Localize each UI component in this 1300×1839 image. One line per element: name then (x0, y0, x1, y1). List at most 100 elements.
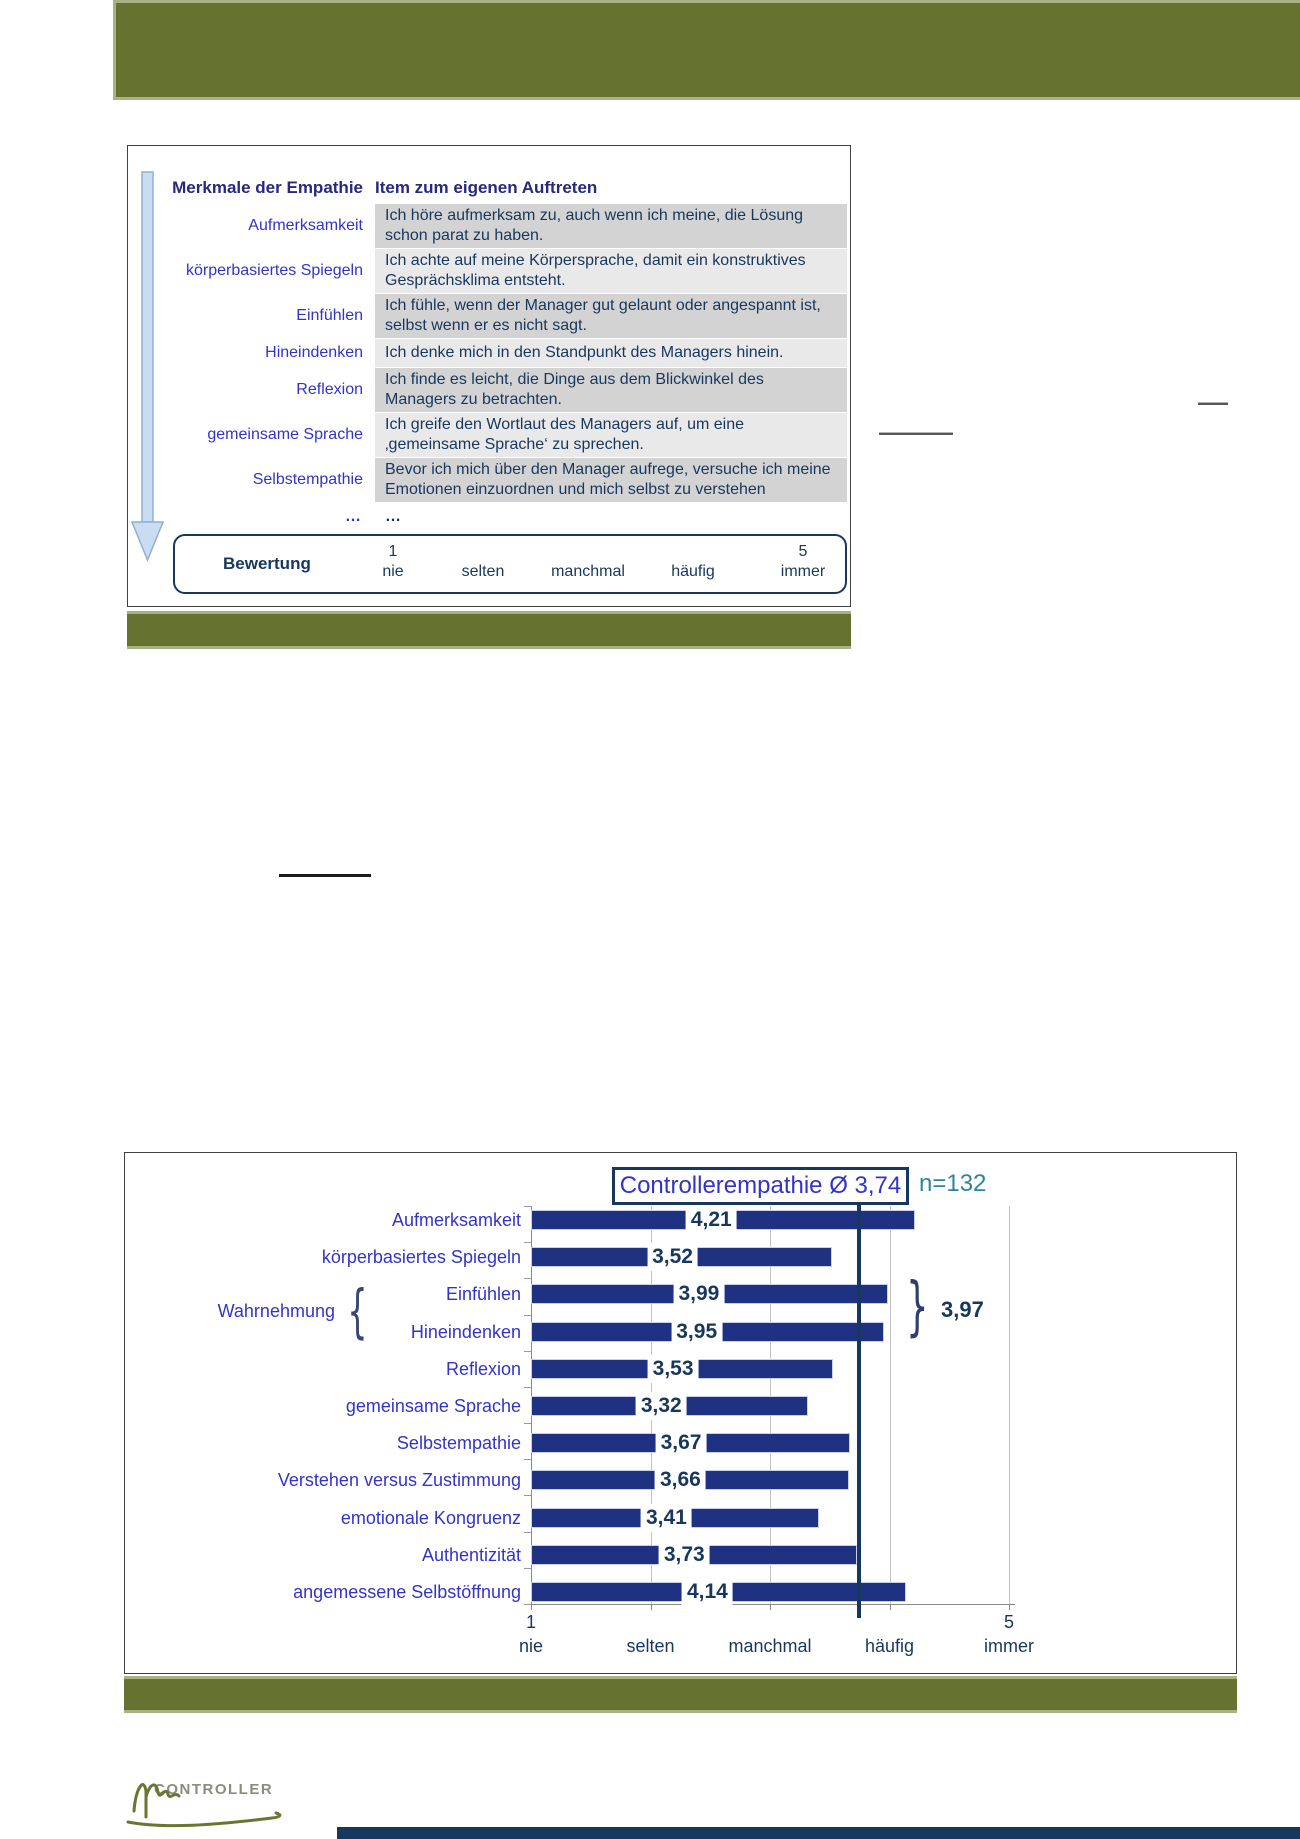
bar-value-label: 3,99 (673, 1280, 725, 1309)
magazin-script-flourish (126, 1783, 282, 1828)
row-label: gemeinsame Sprache (207, 426, 363, 443)
down-arrow-icon (130, 171, 165, 562)
right-brace-icon: } (906, 1270, 929, 1344)
category-label: Selbstempathie (396, 1433, 521, 1454)
separator-rule (279, 874, 371, 877)
separator-rule (1198, 402, 1228, 405)
ellipsis-left: … (345, 508, 363, 525)
scale-tick-word: häufig (671, 563, 715, 580)
y-tick-mark (524, 1495, 531, 1497)
controller-magazin-logo: CONTROLLER (120, 1765, 305, 1839)
scale-tick-number (428, 542, 538, 562)
ellipsis-row: …… (141, 503, 847, 531)
scale-tick-number (638, 542, 748, 562)
bar-value-label: 3,66 (654, 1466, 706, 1495)
group-mean-value: 3,97 (941, 1297, 984, 1322)
x-tick-mark (1009, 1604, 1010, 1610)
x-axis-label: selten (586, 1610, 716, 1658)
figure1-bottom-strip (127, 611, 851, 649)
bar-value-label: 3,52 (647, 1243, 698, 1272)
row-label: Aufmerksamkeit (248, 217, 363, 234)
row-item: Bevor ich mich über den Manager aufrege,… (375, 458, 847, 502)
col-header-item: Item zum eigenen Auftreten (375, 178, 598, 197)
mean-line (857, 1203, 861, 1618)
scale-tick-number (533, 542, 643, 562)
bar-value-label: 3,32 (635, 1392, 687, 1420)
bar-value-label: 4,21 (685, 1206, 737, 1234)
y-tick-mark (524, 1278, 531, 1280)
x-axis-label-word: häufig (864, 1636, 915, 1656)
bar-value-label: 3,73 (658, 1540, 710, 1569)
x-tick-mark (650, 1604, 652, 1610)
row-item: Ich höre aufmerksam zu, auch wenn ich me… (375, 204, 847, 248)
x-tick-mark (889, 1604, 891, 1610)
x-axis-label-word: immer (984, 1636, 1034, 1656)
row-label: Einfühlen (296, 307, 363, 324)
col-header-merkmale: Merkmale der Empathie (172, 178, 363, 197)
figure1-questionnaire: Merkmale der Empathie Item zum eigenen A… (127, 145, 851, 607)
x-axis-label: häufig (825, 1610, 955, 1658)
category-label: körperbasiertes Spiegeln (321, 1247, 521, 1268)
category-label: angemessene Selbstöffnung (293, 1582, 521, 1602)
scale-tick: manchmal (533, 542, 643, 582)
category-label: Authentizität (421, 1544, 521, 1565)
row-label: Hineindenken (265, 344, 363, 361)
y-tick-mark (524, 1531, 531, 1533)
category-label: Aufmerksamkeit (391, 1210, 521, 1230)
ellipsis-right: … (385, 508, 403, 525)
y-tick-mark (524, 1314, 531, 1316)
row-item: Ich achte auf meine Körpersprache, damit… (375, 249, 847, 293)
category-label: Hineindenken (410, 1321, 521, 1342)
row-item: Ich finde es leicht, die Dinge aus dem B… (375, 368, 847, 412)
scale-tick: selten (428, 542, 538, 582)
logo-text: CONTROLLER (154, 1781, 274, 1798)
x-axis-label-number: 1 (525, 1612, 536, 1632)
x-axis-label: 1 nie (466, 1610, 596, 1658)
row-item: Ich fühle, wenn der Manager gut gelaunt … (375, 294, 847, 338)
y-tick-mark (524, 1567, 531, 1569)
scale-tick: 1 nie (338, 542, 448, 582)
category-label: Reflexion (445, 1358, 521, 1379)
row-label: Selbstempathie (252, 471, 363, 488)
row-label: körperbasiertes Spiegeln (186, 262, 363, 279)
category-label: Einfühlen (445, 1284, 521, 1305)
rating-label: Bewertung (223, 554, 311, 573)
row-item: Ich denke mich in den Standpunkt des Man… (375, 339, 847, 367)
group-label-wahrnehmung: Wahrnehmung (217, 1301, 335, 1321)
gridline-4 (889, 1206, 891, 1604)
table-row: Hineindenken Ich denke mich in den Standp… (141, 339, 847, 367)
x-axis-label-word: manchmal (728, 1636, 812, 1656)
category-label: Verstehen versus Zustimmung (277, 1470, 521, 1491)
table-row: Aufmerksamkeit Ich höre aufmerksam zu, au… (141, 204, 847, 248)
figure2-bottom-strip (124, 1676, 1237, 1713)
y-tick-mark (524, 1423, 531, 1425)
table-header: Merkmale der Empathie Item zum eigenen A… (141, 178, 841, 198)
row-label: Reflexion (296, 381, 363, 398)
category-label: gemeinsame Sprache (345, 1396, 521, 1416)
chart-title: Controllerempathie Ø 3,74 (619, 1172, 902, 1199)
row-item: Ich greife den Wortlaut des Managers auf… (375, 413, 847, 457)
scale-tick: 5 immer (748, 542, 858, 582)
rating-scale-box: Bewertung 1 nie selten manchmal häufig 5 im… (173, 534, 847, 594)
x-axis-label-number: 5 (1003, 1612, 1014, 1632)
category-label: emotionale Kongruenz (340, 1507, 521, 1528)
bar-value-label: 3,67 (655, 1429, 707, 1458)
x-axis-label: manchmal (705, 1610, 835, 1658)
table-row: Reflexion Ich finde es leicht, die Dinge … (141, 368, 847, 412)
scale-tick-word: immer (780, 563, 826, 580)
footer-bar (337, 1827, 1300, 1839)
x-axis-label-number (825, 1610, 955, 1634)
scale-tick-number: 1 (388, 543, 398, 560)
scale-tick-word: nie (382, 563, 404, 580)
separator-rule (879, 432, 953, 435)
bar-value-label: 4,14 (681, 1578, 733, 1606)
top-banner (113, 0, 1300, 100)
table-row: Einfühlen Ich fühle, wenn der Manager gut… (141, 294, 847, 338)
sample-size-label: n=132 (919, 1170, 987, 1197)
x-tick-mark (770, 1604, 771, 1610)
figure2-bar-chart: Controllerempathie Ø 3,74 n=132 1 nie sel… (124, 1152, 1237, 1674)
bar-value-label: 3,95 (671, 1317, 723, 1346)
chart-title-box: Controllerempathie Ø 3,74 (612, 1167, 909, 1205)
x-axis-line (531, 1604, 1015, 1605)
